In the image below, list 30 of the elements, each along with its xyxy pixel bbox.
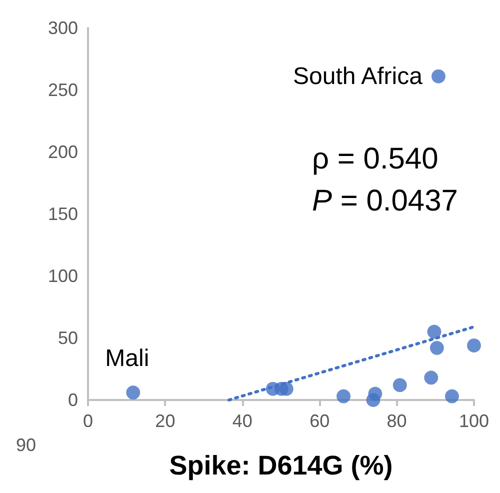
point (444, 389, 459, 404)
point (427, 324, 442, 339)
x-tick-label: 0 (82, 411, 94, 431)
x-tick-label: 40 (232, 411, 252, 431)
annotation: South Africa (293, 62, 424, 90)
annotation: P = 0.0437 (312, 184, 458, 218)
y-tick-label: 250 (48, 80, 78, 100)
point (336, 389, 351, 404)
x-tick-label: 60 (310, 411, 330, 431)
y-tick-label: 50 (58, 328, 78, 348)
point (126, 386, 140, 400)
annotation: ρ = 0.540 (312, 142, 438, 176)
x-tick-label: 100 (458, 411, 490, 431)
point (368, 386, 382, 401)
x-axis-title: Spike: D614G (%) (169, 450, 393, 480)
y-tick-label: 150 (48, 204, 78, 224)
point (430, 340, 444, 355)
point (424, 370, 438, 385)
text: 90 (16, 435, 36, 455)
point (431, 69, 446, 84)
point (467, 338, 481, 352)
x-tick-label: 80 (386, 411, 407, 431)
x-tick-label: 20 (155, 411, 176, 431)
y-tick-label: 300 (48, 18, 78, 38)
y-tick-label: 200 (48, 142, 78, 162)
y-tick-label: 100 (48, 266, 78, 286)
point (392, 378, 407, 392)
y-tick-label: 0 (68, 390, 78, 410)
point (279, 382, 294, 396)
annotation: Mali (105, 345, 150, 372)
